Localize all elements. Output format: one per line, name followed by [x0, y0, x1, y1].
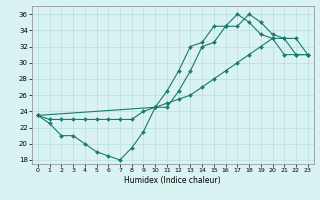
X-axis label: Humidex (Indice chaleur): Humidex (Indice chaleur)	[124, 176, 221, 185]
